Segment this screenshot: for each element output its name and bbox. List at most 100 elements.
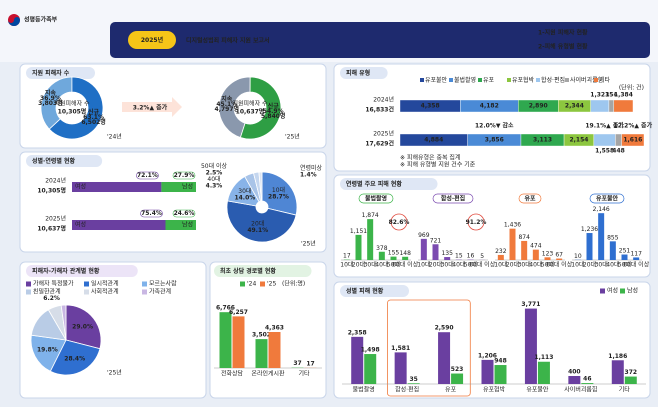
panel	[333, 174, 651, 278]
title-pill	[26, 67, 95, 79]
slice-label: 연령미상	[300, 164, 323, 172]
bar	[598, 213, 605, 260]
legend-label: 사회적관계	[91, 288, 119, 296]
slice-label: 20대	[251, 220, 264, 228]
value-label: 117	[630, 250, 642, 257]
panel-title: 성별·연령별 현황	[32, 157, 75, 165]
bar-segment	[590, 99, 610, 113]
x-tick-label: 10대	[417, 261, 430, 269]
value-label: 10	[574, 253, 582, 260]
slice-value: 6.2%	[43, 295, 60, 302]
value-label: 123	[542, 250, 554, 257]
value-label: 1,113	[534, 354, 553, 361]
value-label: 2,358	[348, 329, 367, 336]
x-tick-label: 20대	[352, 261, 365, 269]
panel	[333, 281, 651, 399]
bar	[586, 233, 593, 260]
legend-label: 불법촬영	[454, 76, 476, 84]
change-arrow	[122, 97, 182, 117]
slice-label: 30대	[238, 187, 251, 195]
panel-title: 지원 피해자 수	[32, 69, 70, 77]
subtitle-pill	[518, 193, 542, 204]
slice-value: 36.9%	[40, 95, 61, 102]
pie-slice	[218, 76, 251, 138]
value-label: 251	[619, 248, 631, 255]
title-pill	[340, 67, 388, 79]
value-label: 2,890	[529, 103, 548, 110]
pie-slice	[258, 171, 263, 202]
pie-slice	[261, 171, 298, 216]
bar-segment	[161, 182, 196, 192]
x-tick-label: 50대	[618, 261, 631, 269]
value-label: 1,186	[608, 353, 627, 360]
value-label: 4,363	[265, 325, 284, 332]
legend-label: 합성·편집	[541, 76, 565, 84]
legend-label: 유포협박	[512, 76, 535, 84]
legend-label: 모르는사람	[149, 280, 177, 288]
legend-swatch	[26, 281, 31, 287]
value-label: 378	[376, 245, 388, 252]
bar	[268, 332, 281, 368]
legend-swatch	[449, 78, 453, 82]
value-label: 1,874	[362, 212, 379, 219]
slice-value: 4.3%	[206, 183, 223, 190]
value-label: 148	[399, 250, 411, 257]
note: ※ 피해 유형별 지원 건수 기준	[400, 161, 476, 169]
value-label: 372	[625, 369, 638, 376]
value-label: 37	[293, 360, 301, 367]
label-box	[172, 171, 196, 180]
legend-swatch	[478, 78, 482, 82]
label-box	[172, 209, 196, 218]
bar	[402, 256, 409, 260]
row-total: 17,629건	[365, 140, 394, 148]
value-label: 1,384	[614, 92, 633, 99]
bar	[451, 373, 464, 384]
slice-label: 신규	[88, 108, 100, 116]
bar	[611, 360, 624, 384]
title-pill	[214, 265, 312, 277]
value-label: 27.9%	[174, 172, 195, 179]
x-tick-label: 온라인게시판	[251, 370, 285, 378]
row-total: 10,637명	[37, 225, 66, 233]
value-label: 24.6%	[174, 210, 195, 217]
value-label: 1,616	[623, 137, 642, 144]
value-label: 4,884	[424, 137, 443, 144]
legend-label: '24	[247, 281, 256, 288]
value-label: 2,154	[569, 137, 588, 144]
label-box	[136, 171, 159, 180]
x-tick-label: 기타	[298, 370, 310, 378]
value-label: 1,321	[590, 92, 609, 99]
value-label: 1,558	[595, 148, 614, 155]
value-label: 3,113	[533, 137, 552, 144]
subtitle: 합성·편집	[441, 194, 465, 202]
x-tick-label: 50대	[387, 261, 400, 269]
value-label: 46	[583, 376, 591, 383]
x-tick-label: 40대	[529, 261, 542, 269]
slice-count: 3,803명	[38, 99, 63, 107]
bar	[390, 256, 397, 260]
bar	[509, 228, 516, 260]
bar	[556, 258, 563, 260]
value-label: 1,206	[478, 352, 497, 359]
value-label: 17	[306, 360, 314, 367]
bar-segment	[613, 99, 634, 113]
bar	[633, 257, 640, 260]
x-tick-label: 50대	[464, 261, 477, 269]
x-tick-label: 40대	[606, 261, 619, 269]
title-band	[110, 22, 650, 58]
legend-swatch	[260, 281, 265, 287]
year-badge	[128, 31, 176, 49]
pie-slice	[239, 76, 282, 140]
segment-name: 남성	[182, 221, 193, 229]
x-tick-label: 60대 이상	[623, 261, 650, 269]
legend-label: 남성	[627, 287, 638, 295]
panel-title: 연령별 주요 피해 현황	[346, 180, 402, 188]
legend-swatch	[507, 78, 511, 82]
bar	[521, 240, 528, 260]
x-tick-label: 유포협박	[483, 386, 506, 394]
row-label: 2025년	[45, 215, 66, 223]
value-label: 855	[607, 234, 619, 241]
legend-swatch	[420, 78, 424, 82]
bar	[609, 241, 616, 260]
bar	[432, 244, 439, 260]
